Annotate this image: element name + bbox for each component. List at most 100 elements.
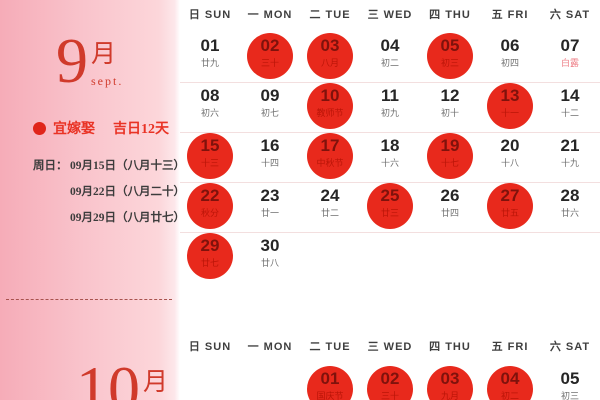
auspicious-circle-icon [187,233,233,279]
lunar-label: 十七 [440,158,459,168]
day-cell-september-13[interactable]: 13 十一 [480,83,540,133]
day-cell-september-10[interactable]: 10 教师节 [300,83,360,133]
day-cell-september-22[interactable]: 22 秋分 [180,183,240,233]
day-cell-september-27[interactable]: 27 廿五 [480,183,540,233]
red-dot-icon [33,121,46,135]
day-number: 21 [560,136,580,155]
lunar-label: 廿一 [260,208,279,218]
weekday-label: 一 MON [247,9,293,21]
day-number: 17 [320,136,340,155]
day-cell-october-05[interactable]: 05 初三 [540,366,600,400]
day-number: 05 [440,36,460,55]
sunday-row: 周日： 09月15日（八月十三） [33,153,185,179]
dashed-divider [6,299,172,300]
day-number: 09 [260,86,280,105]
day-cell-september-23[interactable]: 23 廿一 [240,183,300,233]
day-number: 04 [500,369,520,388]
lunar-label: 十三 [200,158,219,168]
day-number: 14 [560,86,580,105]
note-count: 吉日12天 [113,122,169,137]
weekday-label: 六 SAT [549,341,591,353]
day-cell-september-26[interactable]: 26 廿四 [420,183,480,233]
day-cell-september-21[interactable]: 21 十九 [540,133,600,183]
day-cell-september-29[interactable]: 29 廿七 [180,233,240,283]
month-grid-october: 01 国庆节 02 三十 03 九月 04 初二 05 初三 [180,366,600,400]
day-cell-september-09[interactable]: 09 初七 [240,83,300,133]
month-suffix: 月 [91,41,117,68]
day-cell-september-01[interactable]: 01 廿九 [180,33,240,83]
lunar-label: 廿七 [200,258,219,268]
auspicious-circle-icon [487,83,533,129]
day-number: 07 [560,36,580,55]
day-cell-september-15[interactable]: 15 十三 [180,133,240,183]
lunar-label: 十六 [380,158,399,168]
day-cell-september-04[interactable]: 04 初二 [360,33,420,83]
auspicious-circle-icon [247,33,293,79]
day-cell-september-25[interactable]: 25 廿三 [360,183,420,233]
weekday-label: 四 THU [429,341,471,353]
day-cell-october-01[interactable]: 01 国庆节 [300,366,360,400]
lunar-label: 初四 [500,58,519,68]
weekday-label: 日 SUN [188,9,232,21]
day-cell-september-07[interactable]: 07 白露 [540,33,600,83]
auspicious-circle-icon [367,366,413,400]
weekday-label: 二 TUE [309,9,351,21]
weekday-label: 三 WED [367,341,413,353]
day-number: 20 [500,136,520,155]
lunar-label: 九月 [440,391,459,400]
auspicious-circle-icon [307,33,353,79]
day-cell-october-02[interactable]: 02 三十 [360,366,420,400]
auspicious-circle-icon [187,133,233,179]
day-cell-october-04[interactable]: 04 初二 [480,366,540,400]
lunar-label: 三十 [380,391,399,400]
day-cell-september-14[interactable]: 14 十二 [540,83,600,133]
weekday-label: 三 WED [367,9,413,21]
day-cell-september-20[interactable]: 20 十八 [480,133,540,183]
sunday-date: 09月29日（八月廿七） [70,212,185,224]
auspicious-circle-icon [367,183,413,229]
lunar-label: 初三 [560,391,579,400]
month-title-september: 9 月 sept. [56,26,123,96]
lunar-label: 中秋节 [316,158,344,168]
lunar-label: 廿六 [560,208,579,218]
day-cell-september-18[interactable]: 18 十六 [360,133,420,183]
day-cell-september-19[interactable]: 19 十七 [420,133,480,183]
day-cell-september-30[interactable]: 30 廿八 [240,233,300,283]
weekday-label: 一 MON [247,341,293,353]
auspicious-circle-icon [427,133,473,179]
day-number: 08 [200,86,220,105]
weekday-label: 五 FRI [491,9,529,21]
day-cell-october-03[interactable]: 03 九月 [420,366,480,400]
day-cell-september-17[interactable]: 17 中秋节 [300,133,360,183]
day-cell-september-16[interactable]: 16 十四 [240,133,300,183]
day-cell-september-24[interactable]: 24 廿二 [300,183,360,233]
sunday-prefix [33,179,70,205]
day-number: 23 [260,186,280,205]
day-number: 11 [381,86,399,105]
auspicious-circle-icon [307,133,353,179]
day-cell-september-05[interactable]: 05 初三 [420,33,480,83]
sunday-date: 09月22日（八月二十） [70,186,185,198]
lunar-label: 廿三 [380,208,399,218]
day-cell-september-12[interactable]: 12 初十 [420,83,480,133]
month-title-october: 10 月 [76,354,168,400]
lunar-label: 初六 [200,108,219,118]
lunar-label: 初十 [440,108,459,118]
next-month-number: 10 [76,353,140,400]
day-cell-september-28[interactable]: 28 廿六 [540,183,600,233]
auspicious-circle-icon [487,183,533,229]
lunar-label: 教师节 [316,108,344,118]
day-cell-september-08[interactable]: 08 初六 [180,83,240,133]
day-cell-september-06[interactable]: 06 初四 [480,33,540,83]
auspicious-circle-icon [487,366,533,400]
lunar-label: 廿九 [200,58,219,68]
sunday-list: 周日： 09月15日（八月十三） 09月22日（八月二十） 09月29日（八月廿七） [33,153,185,231]
day-cell-september-11[interactable]: 11 初九 [360,83,420,133]
weekday-label: 日 SUN [188,341,232,353]
weekday-header-september: 日 SUN 一 MON 二 TUE 三 WED 四 THU 五 FRI 六 SAT [180,6,600,22]
day-cell-september-03[interactable]: 03 八月 [300,33,360,83]
lunar-label: 十四 [260,158,279,168]
auspicious-circle-icon [307,83,353,129]
day-cell-september-02[interactable]: 02 三十 [240,33,300,83]
